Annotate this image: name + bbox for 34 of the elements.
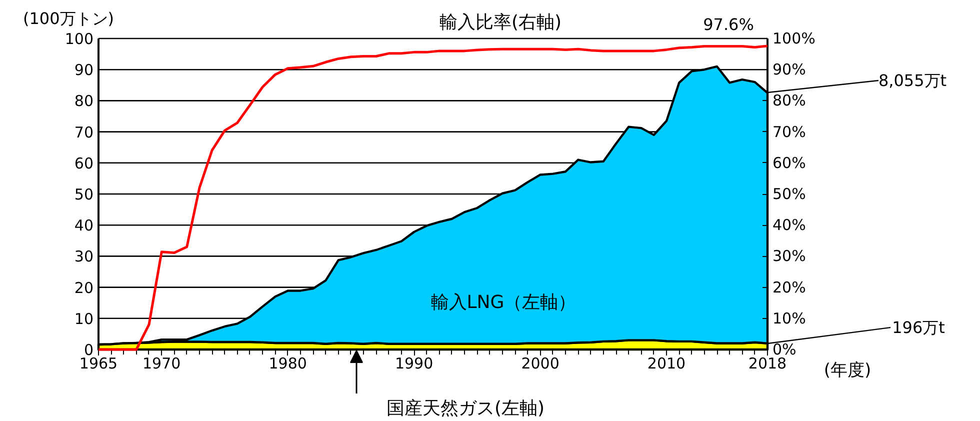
y2-tick-label: 60% bbox=[772, 154, 806, 172]
x-tick-label: 1965 bbox=[79, 354, 118, 372]
x-tick-label: 1980 bbox=[268, 354, 307, 372]
y-tick-label: 90 bbox=[74, 61, 94, 80]
y2-tick-label: 70% bbox=[772, 122, 806, 141]
x-axis-title: (年度) bbox=[824, 360, 872, 380]
y-tick-label: 30 bbox=[74, 248, 94, 266]
x-tick-label: 2010 bbox=[647, 354, 686, 372]
y-tick-label: 100 bbox=[64, 30, 94, 48]
y2-tick-label: 30% bbox=[772, 247, 806, 266]
text: 196万t bbox=[892, 318, 945, 337]
y2-tick-label: 100% bbox=[772, 30, 816, 48]
y-tick-label: 20 bbox=[74, 278, 94, 297]
x-tick-label: 1970 bbox=[142, 354, 181, 372]
series-label: 輸入LNG（左軸） bbox=[430, 292, 576, 313]
x-tick-label: 2000 bbox=[521, 354, 560, 372]
text: 8,055万t bbox=[878, 71, 947, 90]
text: 97.6% bbox=[703, 15, 754, 34]
y2-tick-label: 90% bbox=[772, 60, 806, 79]
y-tick-label: 60 bbox=[74, 154, 94, 172]
y-tick-label: 50 bbox=[74, 186, 94, 204]
y2-tick-label: 80% bbox=[772, 92, 806, 110]
y-tick-label: 10 bbox=[74, 310, 94, 328]
y2-tick-label: 20% bbox=[772, 278, 806, 296]
series-label: 輸入比率(右軸) bbox=[439, 12, 562, 33]
y2-tick-label: 50% bbox=[772, 185, 806, 203]
y2-tick-label: 10% bbox=[772, 309, 806, 328]
y-tick-label: 70 bbox=[74, 123, 94, 142]
y-tick-label: 80 bbox=[74, 92, 94, 110]
y-axis-title: (100万トン) bbox=[22, 9, 114, 28]
text: 国産天然ガス(左軸) bbox=[386, 398, 545, 419]
x-tick-label: 1990 bbox=[394, 354, 434, 372]
y2-tick-label: 40% bbox=[772, 216, 806, 234]
y-tick-label: 40 bbox=[74, 216, 94, 235]
